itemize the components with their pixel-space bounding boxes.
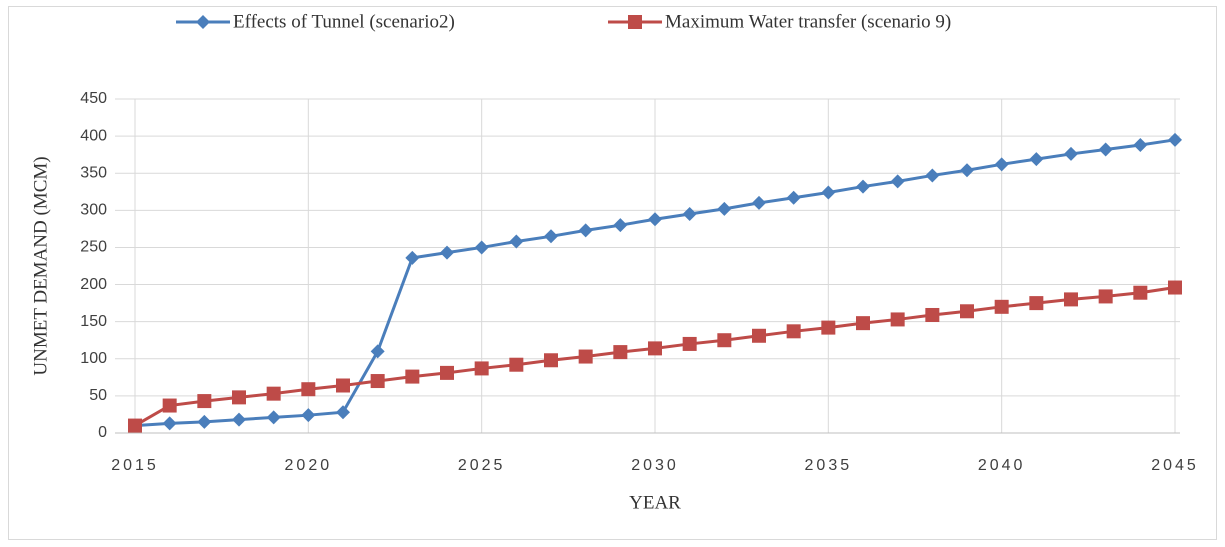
marker [474, 240, 489, 255]
x-tick-label: 2045 [1151, 457, 1199, 474]
marker [1133, 285, 1148, 300]
y-tick-label: 150 [80, 313, 107, 330]
marker [994, 157, 1009, 172]
marker [717, 201, 732, 216]
marker [648, 212, 662, 227]
marker [1064, 146, 1078, 161]
chart-border [8, 6, 1217, 540]
marker [1168, 280, 1182, 295]
y-tick-label: 250 [80, 239, 107, 256]
y-tick-label: 300 [80, 202, 107, 219]
marker [336, 378, 350, 393]
y-tick-label: 200 [80, 276, 107, 293]
marker [856, 316, 870, 331]
marker [336, 405, 350, 420]
marker [162, 416, 177, 431]
marker [717, 333, 732, 348]
marker [509, 357, 524, 372]
marker [440, 365, 454, 380]
marker [890, 174, 905, 189]
marker [648, 341, 662, 356]
marker [162, 398, 177, 413]
marker [1168, 132, 1182, 147]
marker [821, 320, 836, 335]
legend-label: Effects of Tunnel (scenario2) [233, 11, 455, 32]
y-axis-title: UNMET DEMAND (MCM) [30, 156, 51, 375]
marker [266, 386, 281, 401]
x-tick-label: 2030 [631, 457, 679, 474]
x-tick-label: 2025 [458, 457, 506, 474]
marker [1029, 152, 1044, 167]
marker [682, 207, 697, 222]
marker [578, 349, 593, 364]
marker [786, 190, 801, 205]
marker [994, 299, 1009, 314]
marker [509, 234, 524, 249]
marker [128, 418, 142, 433]
marker [682, 336, 697, 351]
marker [405, 250, 420, 265]
marker [544, 353, 558, 368]
marker [578, 223, 593, 238]
marker [474, 361, 489, 376]
marker [232, 390, 246, 405]
x-axis-title: YEAR [629, 492, 681, 513]
marker [786, 324, 801, 339]
marker [197, 414, 212, 429]
marker [544, 229, 558, 244]
marker [960, 163, 974, 178]
marker [752, 328, 766, 343]
marker [370, 374, 385, 389]
marker [628, 15, 642, 29]
y-tick-label: 50 [89, 387, 107, 404]
marker [370, 344, 385, 359]
marker [821, 185, 836, 200]
x-tick-label: 2015 [111, 457, 159, 474]
marker [613, 218, 628, 233]
x-tick-label: 2040 [978, 457, 1026, 474]
marker [856, 179, 870, 194]
marker [925, 168, 940, 183]
y-tick-label: 400 [80, 127, 107, 144]
marker [1133, 138, 1148, 153]
marker [1029, 296, 1044, 311]
x-tick-label: 2020 [285, 457, 333, 474]
marker [752, 195, 766, 210]
marker [301, 408, 316, 423]
marker [1098, 289, 1113, 304]
legend-label: Maximum Water transfer (scenario 9) [665, 11, 951, 32]
marker [301, 382, 316, 397]
y-tick-label: 450 [80, 90, 107, 107]
marker [960, 304, 974, 319]
marker [196, 15, 210, 29]
y-tick-label: 350 [80, 164, 107, 181]
marker [1098, 142, 1113, 157]
marker [1064, 292, 1078, 307]
y-tick-label: 0 [98, 424, 107, 441]
marker [890, 312, 905, 327]
x-tick-label: 2035 [805, 457, 853, 474]
marker [405, 369, 420, 384]
marker [266, 410, 281, 425]
marker [925, 307, 940, 322]
marker [613, 345, 628, 360]
marker [440, 245, 454, 260]
y-tick-label: 100 [80, 350, 107, 367]
marker [232, 412, 246, 427]
marker [197, 394, 212, 409]
